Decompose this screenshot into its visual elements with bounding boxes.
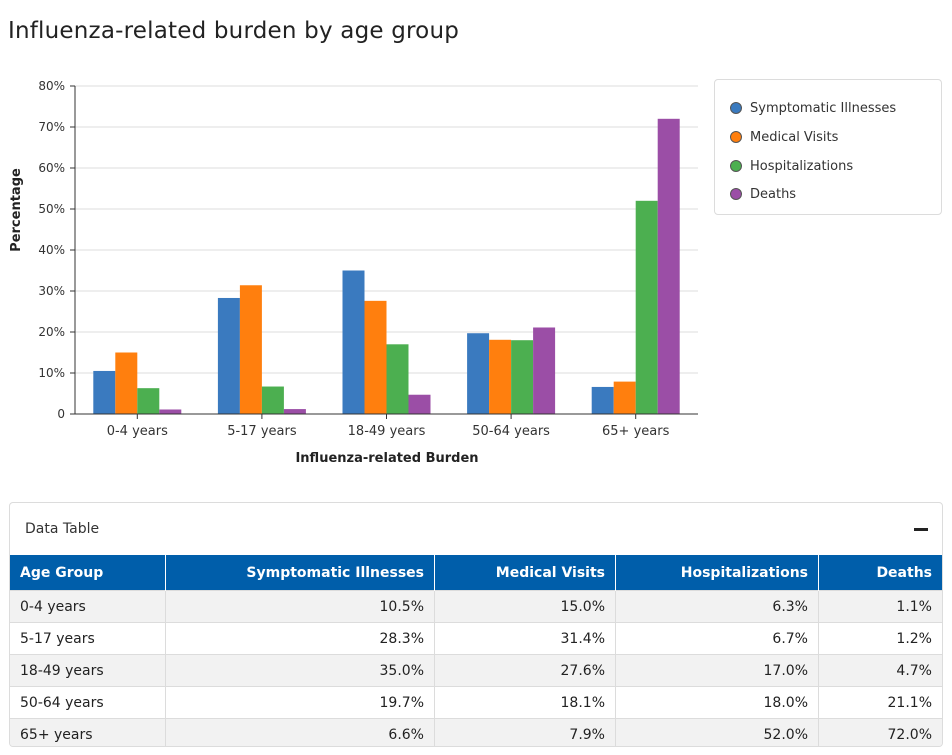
data-table-panel: Data Table Age Group Symptomatic Illness… [9, 502, 943, 747]
legend-swatch [730, 188, 742, 200]
bar[interactable] [657, 118, 680, 415]
legend-swatch [730, 131, 742, 143]
legend-item-medical-visits[interactable]: Medical Visits [730, 127, 838, 147]
legend-label: Symptomatic Illnesses [750, 100, 897, 116]
bar[interactable] [386, 344, 409, 414]
table-cell: 65+ years [10, 718, 166, 746]
data-table-toggle-bar[interactable]: Data Table [10, 503, 942, 555]
table-cell: 18.0% [615, 686, 819, 719]
table-cell: 1.1% [818, 590, 942, 623]
column-header-medical-visits: Medical Visits [434, 555, 616, 591]
bar[interactable] [591, 386, 614, 414]
table-row: 5-17 years 28.3% 31.4% 6.7% 1.2% [10, 622, 942, 655]
x-tick-label: 5-17 years [227, 424, 297, 439]
bar[interactable] [217, 297, 240, 414]
table-cell: 15.0% [434, 590, 616, 623]
table-cell: 7.9% [434, 718, 616, 746]
table-row: 0-4 years 10.5% 15.0% 6.3% 1.1% [10, 590, 942, 623]
table-cell: 35.0% [165, 654, 435, 687]
legend-item-symptomatic-illnesses[interactable]: Symptomatic Illnesses [730, 98, 896, 118]
table-cell: 28.3% [165, 622, 435, 655]
x-tick-label: 65+ years [602, 424, 670, 439]
bar[interactable] [533, 327, 556, 414]
bar[interactable] [342, 270, 365, 415]
table-header-row: Age Group Symptomatic Illnesses Medical … [10, 555, 942, 591]
y-tick-label: 80% [38, 79, 65, 93]
y-tick-label: 10% [38, 366, 65, 380]
column-header-deaths: Deaths [818, 555, 942, 591]
table-cell: 27.6% [434, 654, 616, 687]
table-cell: 52.0% [615, 718, 819, 746]
table-cell: 4.7% [818, 654, 942, 687]
table-row: 18-49 years 35.0% 27.6% 17.0% 4.7% [10, 654, 942, 687]
x-tick-label: 50-64 years [472, 424, 550, 439]
bar[interactable] [467, 333, 490, 414]
legend-swatch [730, 102, 742, 114]
y-axis-label: Percentage [9, 168, 24, 252]
bar[interactable] [159, 409, 182, 414]
legend-label: Deaths [750, 186, 797, 202]
bar[interactable] [489, 339, 512, 414]
table-cell: 19.7% [165, 686, 435, 719]
y-tick-label: 30% [38, 284, 65, 298]
y-tick-label: 40% [38, 243, 65, 257]
y-tick-label: 70% [38, 120, 65, 134]
table-cell: 72.0% [818, 718, 942, 746]
bar[interactable] [137, 388, 160, 414]
legend-label: Hospitalizations [750, 158, 854, 174]
table-cell: 50-64 years [10, 686, 166, 719]
data-table-title: Data Table [25, 521, 100, 537]
table-cell: 5-17 years [10, 622, 166, 655]
table-cell: 10.5% [165, 590, 435, 623]
legend-item-deaths[interactable]: Deaths [730, 184, 796, 204]
table-cell: 17.0% [615, 654, 819, 687]
table-cell: 6.7% [615, 622, 819, 655]
x-tick-label: 0-4 years [107, 424, 168, 439]
bar[interactable] [261, 386, 284, 414]
column-header-hospitalizations: Hospitalizations [615, 555, 819, 591]
chart-title: Influenza-related burden by age group [8, 18, 460, 44]
table-cell: 1.2% [818, 622, 942, 655]
bar[interactable] [613, 381, 636, 414]
y-tick-label: 50% [38, 202, 65, 216]
table-cell: 18.1% [434, 686, 616, 719]
y-tick-label: 0 [57, 407, 65, 421]
table-cell: 18-49 years [10, 654, 166, 687]
bar[interactable] [635, 200, 658, 414]
legend-swatch [730, 160, 742, 172]
bar[interactable] [239, 285, 262, 414]
column-header-symptomatic-illnesses: Symptomatic Illnesses [165, 555, 435, 591]
table-cell: 6.3% [615, 590, 819, 623]
legend-label: Medical Visits [750, 129, 839, 145]
data-table: Age Group Symptomatic Illnesses Medical … [10, 555, 942, 746]
table-cell: 31.4% [434, 622, 616, 655]
x-axis-label: Influenza-related Burden [295, 451, 478, 466]
bar-chart: Percentage Influenza-related Burden 0 10%… [9, 79, 698, 466]
bar[interactable] [283, 409, 306, 414]
table-cell: 21.1% [818, 686, 942, 719]
legend-item-hospitalizations[interactable]: Hospitalizations [730, 156, 853, 176]
table-row: 50-64 years 19.7% 18.1% 18.0% 21.1% [10, 686, 942, 719]
bar[interactable] [364, 300, 387, 414]
bar[interactable] [408, 394, 431, 414]
table-cell: 6.6% [165, 718, 435, 746]
table-row: 65+ years 6.6% 7.9% 52.0% 72.0% [10, 718, 942, 746]
column-header-age-group: Age Group [10, 555, 166, 591]
table-cell: 0-4 years [10, 590, 166, 623]
bar[interactable] [93, 370, 116, 414]
chart-legend: Symptomatic Illnesses Medical Visits Hos… [714, 79, 942, 215]
x-tick-label: 18-49 years [348, 424, 426, 439]
collapse-icon[interactable] [914, 527, 928, 531]
bar[interactable] [511, 340, 534, 414]
y-tick-label: 60% [38, 161, 65, 175]
bar[interactable] [115, 352, 138, 415]
y-tick-label: 20% [38, 325, 65, 339]
